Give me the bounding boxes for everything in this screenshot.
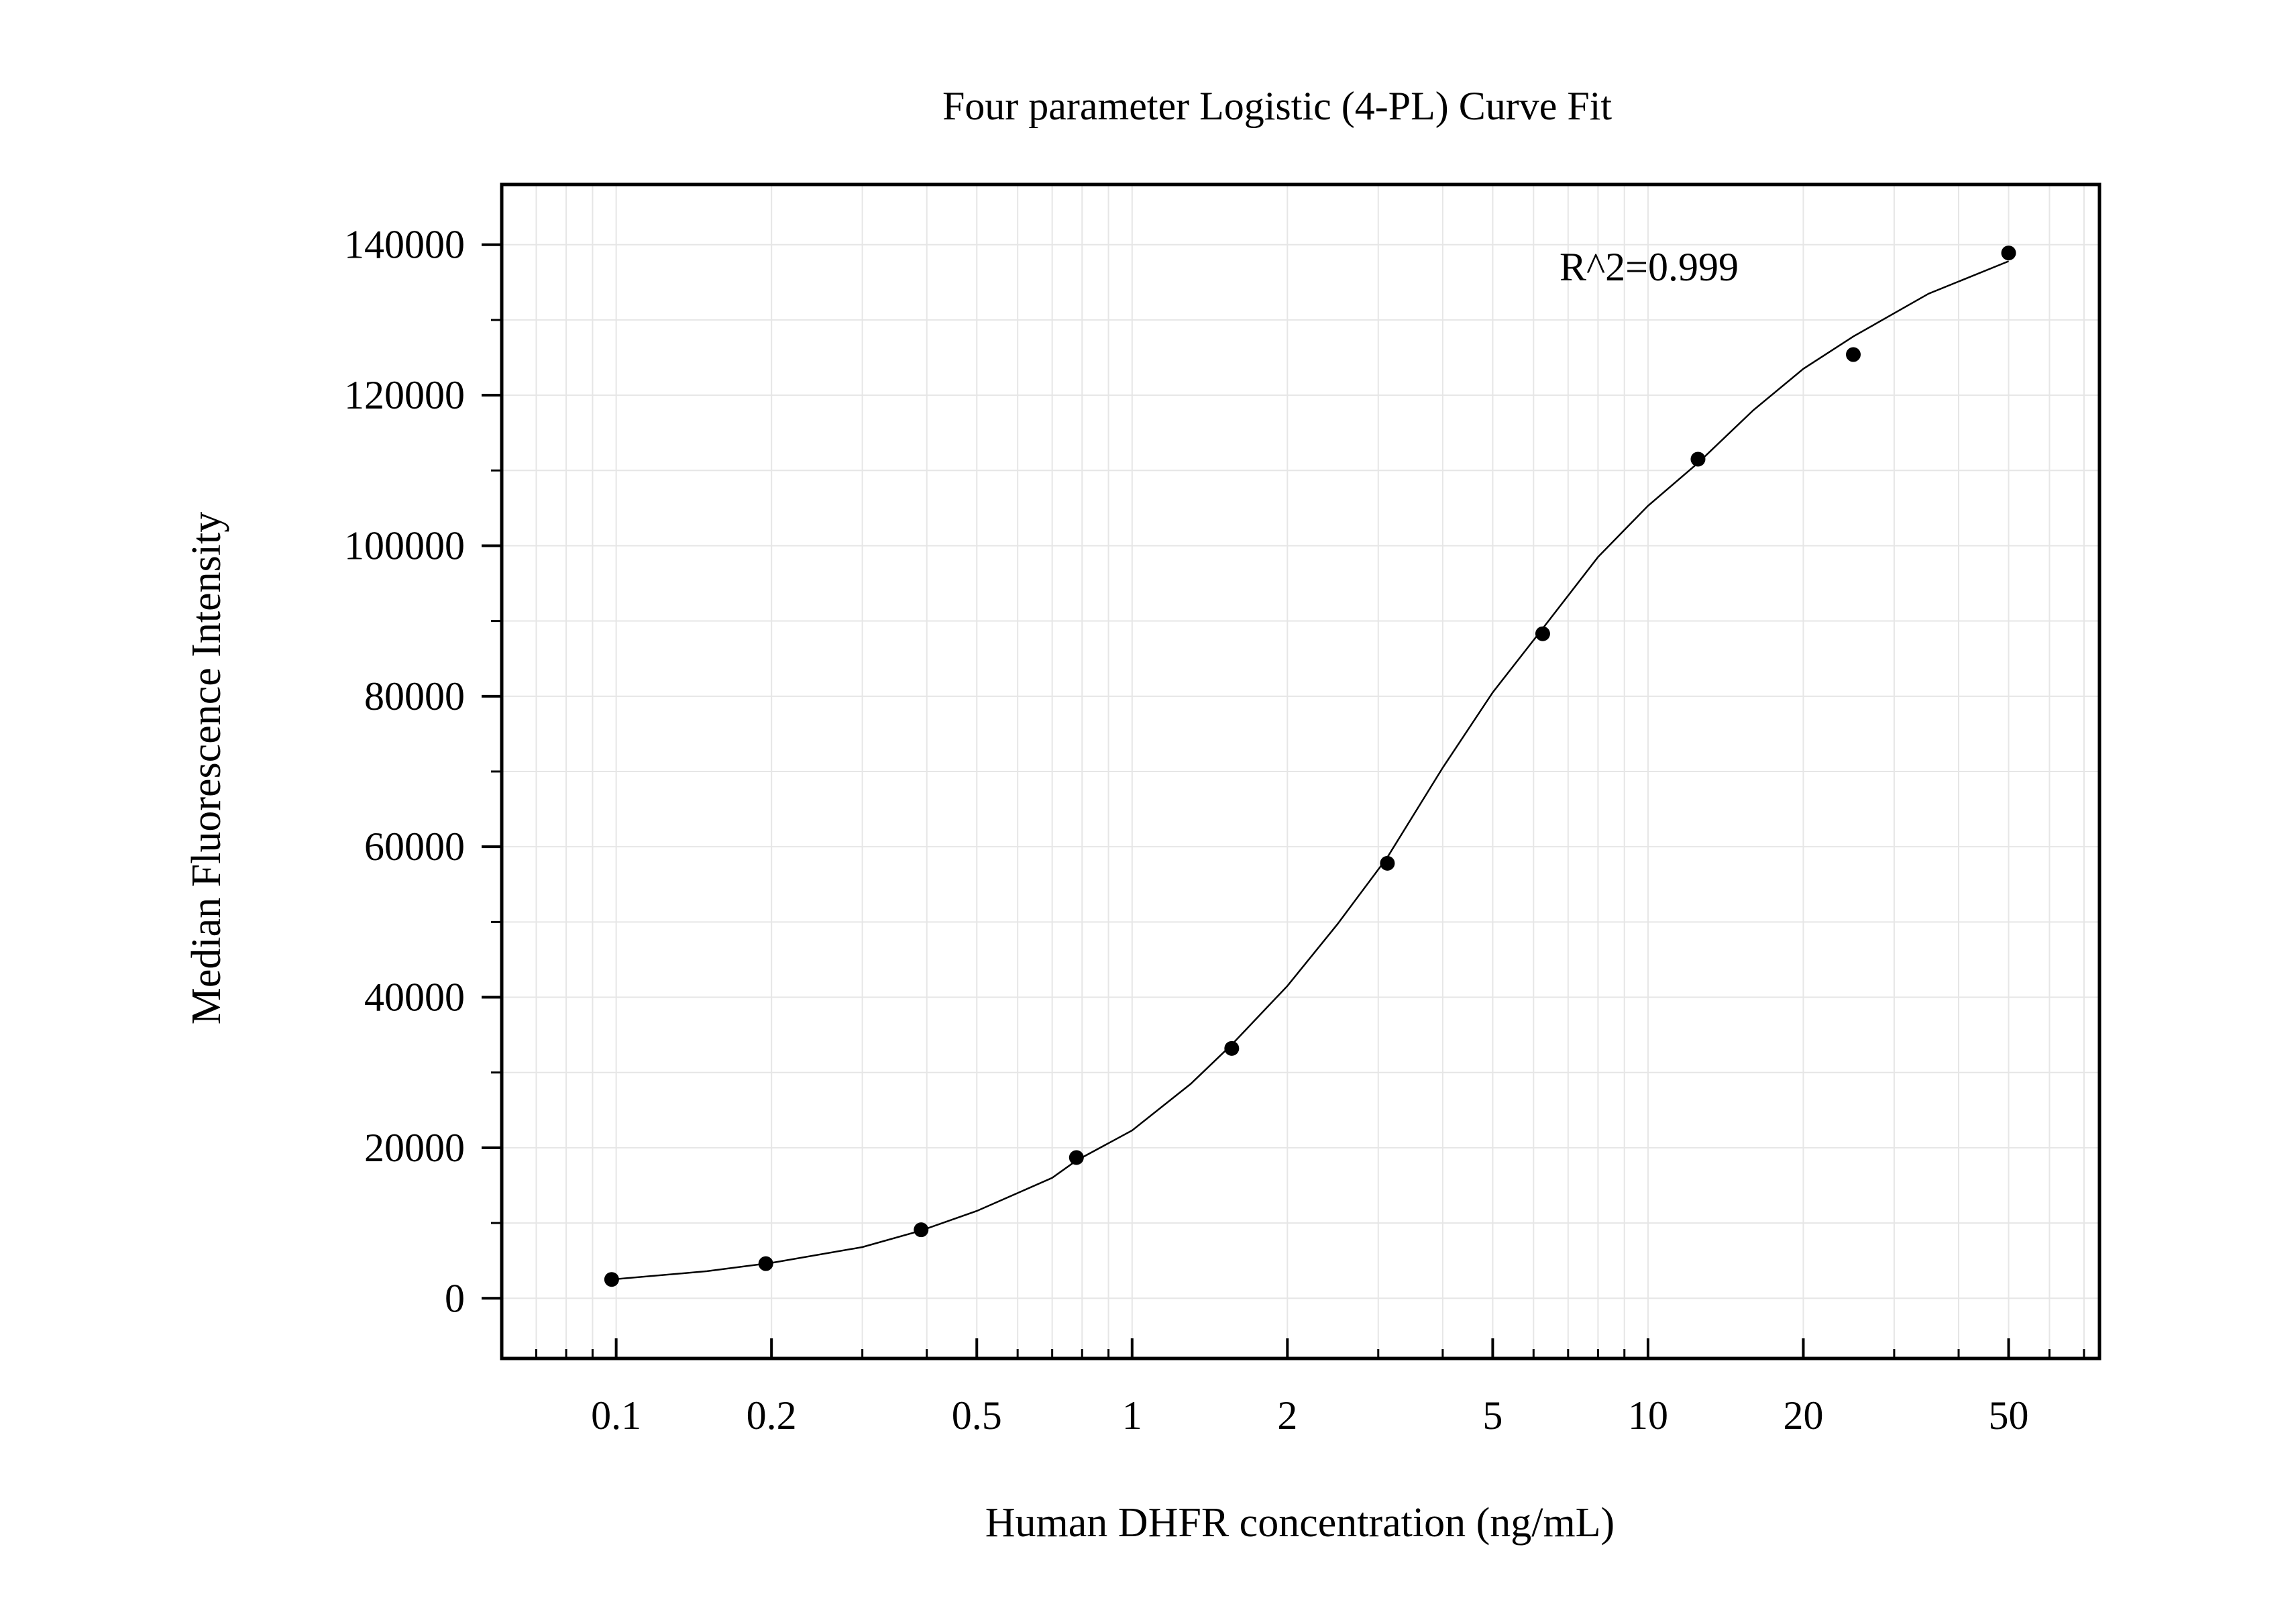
data-point xyxy=(1690,451,1706,467)
x-tick-label: 0.2 xyxy=(747,1393,797,1438)
chart-title: Four parameter Logistic (4-PL) Curve Fit xyxy=(942,84,1612,128)
x-tick-label: 50 xyxy=(1989,1393,2029,1438)
y-tick-label: 60000 xyxy=(364,824,465,869)
y-tick-label: 100000 xyxy=(344,523,465,568)
fit-curve xyxy=(611,260,2010,1281)
x-tick-label: 20 xyxy=(1783,1393,1823,1438)
y-tick-label: 80000 xyxy=(364,674,465,718)
x-tick-label: 1 xyxy=(1122,1393,1142,1438)
y-tick-label: 20000 xyxy=(364,1126,465,1170)
grid-layer xyxy=(501,184,2099,1358)
data-point xyxy=(1846,347,1861,362)
y-tick-label: 140000 xyxy=(344,223,465,267)
x-tick-label: 0.1 xyxy=(591,1393,641,1438)
x-tick-label: 0.5 xyxy=(952,1393,1002,1438)
data-point xyxy=(604,1272,619,1287)
data-point xyxy=(2001,246,2016,261)
data-point xyxy=(1069,1150,1084,1165)
data-point xyxy=(914,1222,929,1238)
data-point xyxy=(758,1256,773,1271)
data-point xyxy=(1380,855,1395,871)
x-axis-label: Human DHFR concentration (ng/mL) xyxy=(985,1500,1615,1546)
data-point xyxy=(1535,626,1550,641)
data-point xyxy=(1224,1040,1240,1056)
y-tick-label: 40000 xyxy=(364,975,465,1020)
axes-layer xyxy=(482,182,2101,1360)
text-layer: Four parameter Logistic (4-PL) Curve Fit… xyxy=(184,84,2029,1546)
points-layer xyxy=(604,246,2016,1287)
r-squared-annotation: R^2=0.999 xyxy=(1560,245,1739,289)
x-tick-label: 5 xyxy=(1482,1393,1502,1438)
x-tick-label: 10 xyxy=(1628,1393,1668,1438)
y-tick-label: 0 xyxy=(445,1276,465,1320)
y-tick-label: 120000 xyxy=(344,373,465,417)
x-tick-label: 2 xyxy=(1277,1393,1297,1438)
curve-layer xyxy=(611,260,2010,1281)
y-axis-label: Median Fluorescence Intensity xyxy=(184,512,229,1024)
